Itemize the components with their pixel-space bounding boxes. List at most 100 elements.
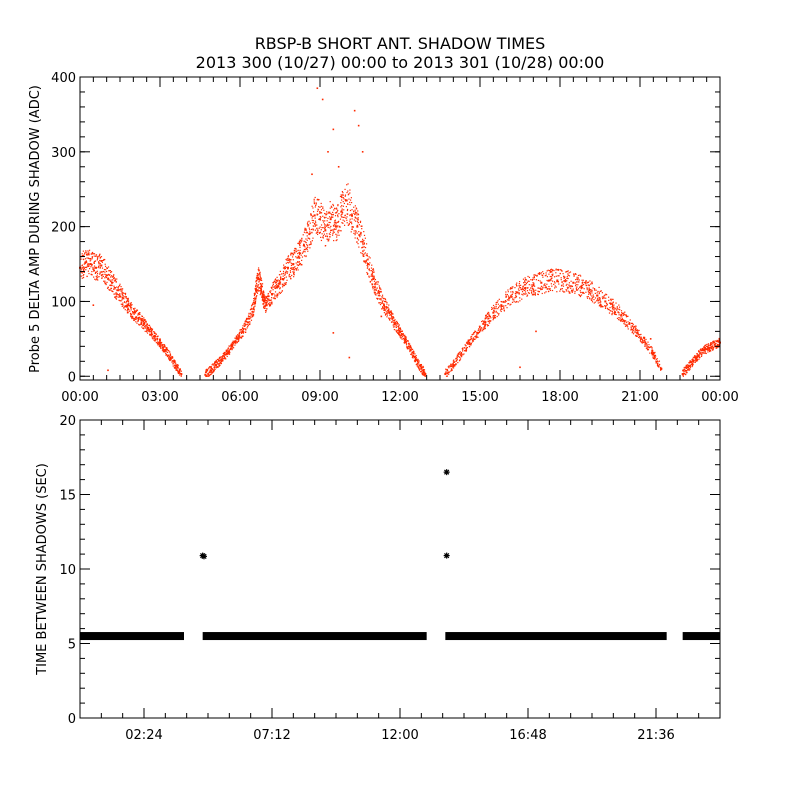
top-data-point: [304, 227, 306, 229]
top-data-point: [143, 319, 145, 321]
top-data-point: [255, 279, 258, 282]
top-data-point: [228, 350, 230, 352]
top-data-point: [86, 266, 88, 269]
top-data-point: [244, 328, 246, 330]
top-data-point: [353, 206, 355, 208]
top-data-point: [410, 353, 412, 355]
top-data-point: [484, 327, 486, 329]
top-data-point: [112, 290, 114, 293]
top-data-point: [331, 234, 334, 236]
top-data-point: [583, 292, 585, 294]
top-data-point: [277, 282, 279, 285]
top-data-point: [90, 259, 92, 261]
top-data-point: [559, 290, 561, 292]
top-data-point: [410, 347, 412, 349]
top-data-point: [585, 284, 587, 287]
top-data-point: [511, 301, 514, 303]
top-data-point: [404, 336, 406, 338]
top-data-point: [474, 331, 476, 334]
top-data-point: [253, 295, 256, 297]
top-data-point: [561, 288, 563, 290]
top-data-point: [534, 293, 536, 295]
top-data-point: [146, 330, 149, 332]
top-data-point: [718, 341, 720, 343]
top-data-point: [369, 257, 371, 259]
top-data-point: [154, 335, 156, 337]
top-data-point: [586, 287, 588, 289]
top-data-point: [367, 259, 369, 261]
top-data-point: [646, 344, 648, 346]
top-data-point: [242, 332, 244, 334]
top-data-point: [377, 297, 379, 300]
top-data-point: [372, 285, 374, 288]
top-data-point: [83, 271, 85, 273]
top-data-point: [362, 254, 364, 256]
top-data-point: [374, 284, 376, 286]
top-data-point: [564, 278, 567, 281]
top-data-point: [593, 298, 595, 301]
top-data-point: [157, 341, 159, 343]
top-data-point: [526, 295, 528, 297]
top-data-point: [591, 282, 593, 284]
top-data-point: [207, 372, 209, 374]
top-data-point: [334, 219, 337, 221]
top-data-point: [562, 283, 564, 285]
top-data-point: [351, 223, 353, 225]
top-data-point: [692, 364, 694, 366]
top-data-point: [322, 235, 325, 237]
top-data-point: [523, 287, 526, 289]
top-data-point: [122, 304, 124, 306]
top-data-point: [235, 340, 237, 343]
top-data-point: [124, 292, 127, 294]
top-data-point: [519, 287, 521, 289]
top-data-point: [177, 365, 179, 367]
top-data-point: [210, 366, 212, 368]
top-data-point: [143, 322, 145, 324]
top-data-point: [367, 258, 369, 260]
top-data-point: [492, 316, 494, 318]
top-data-point: [497, 306, 500, 308]
top-data-point: [347, 190, 349, 192]
top-data-point: [468, 343, 470, 345]
top-data-point: [92, 266, 94, 269]
top-outlier-point: [332, 332, 335, 334]
top-data-point: [511, 287, 513, 290]
top-data-point: [403, 341, 406, 343]
top-data-point: [177, 371, 179, 373]
top-data-point: [243, 331, 245, 333]
top-data-point: [84, 258, 87, 260]
top-data-point: [231, 345, 233, 347]
top-data-point: [532, 290, 535, 292]
top-data-point: [291, 267, 293, 269]
top-y-tick-label: 400: [51, 71, 76, 86]
top-data-point: [487, 318, 489, 320]
top-data-point: [547, 269, 549, 271]
top-data-point: [614, 312, 617, 314]
top-data-point: [570, 287, 572, 289]
top-data-point: [277, 280, 279, 282]
top-data-point: [498, 313, 500, 315]
top-data-point: [155, 338, 157, 340]
top-data-point: [630, 325, 632, 327]
top-data-point: [330, 217, 332, 219]
top-data-point: [262, 306, 265, 308]
top-data-point: [622, 314, 625, 316]
top-data-point: [386, 310, 388, 312]
top-data-point: [367, 266, 369, 268]
top-data-point: [101, 277, 103, 279]
top-data-point: [373, 283, 375, 285]
top-data-point: [632, 329, 634, 331]
top-data-point: [351, 226, 354, 228]
top-data-point: [462, 349, 464, 351]
top-data-point: [294, 252, 296, 254]
top-data-point: [466, 342, 469, 345]
top-data-point: [525, 279, 528, 281]
top-data-point: [319, 231, 322, 233]
top-data-point: [101, 267, 104, 269]
top-data-point: [534, 294, 536, 296]
top-data-point: [336, 214, 339, 216]
top-data-point: [707, 343, 709, 345]
top-data-point: [219, 361, 221, 363]
top-data-point: [537, 293, 539, 296]
top-data-point: [423, 373, 425, 375]
